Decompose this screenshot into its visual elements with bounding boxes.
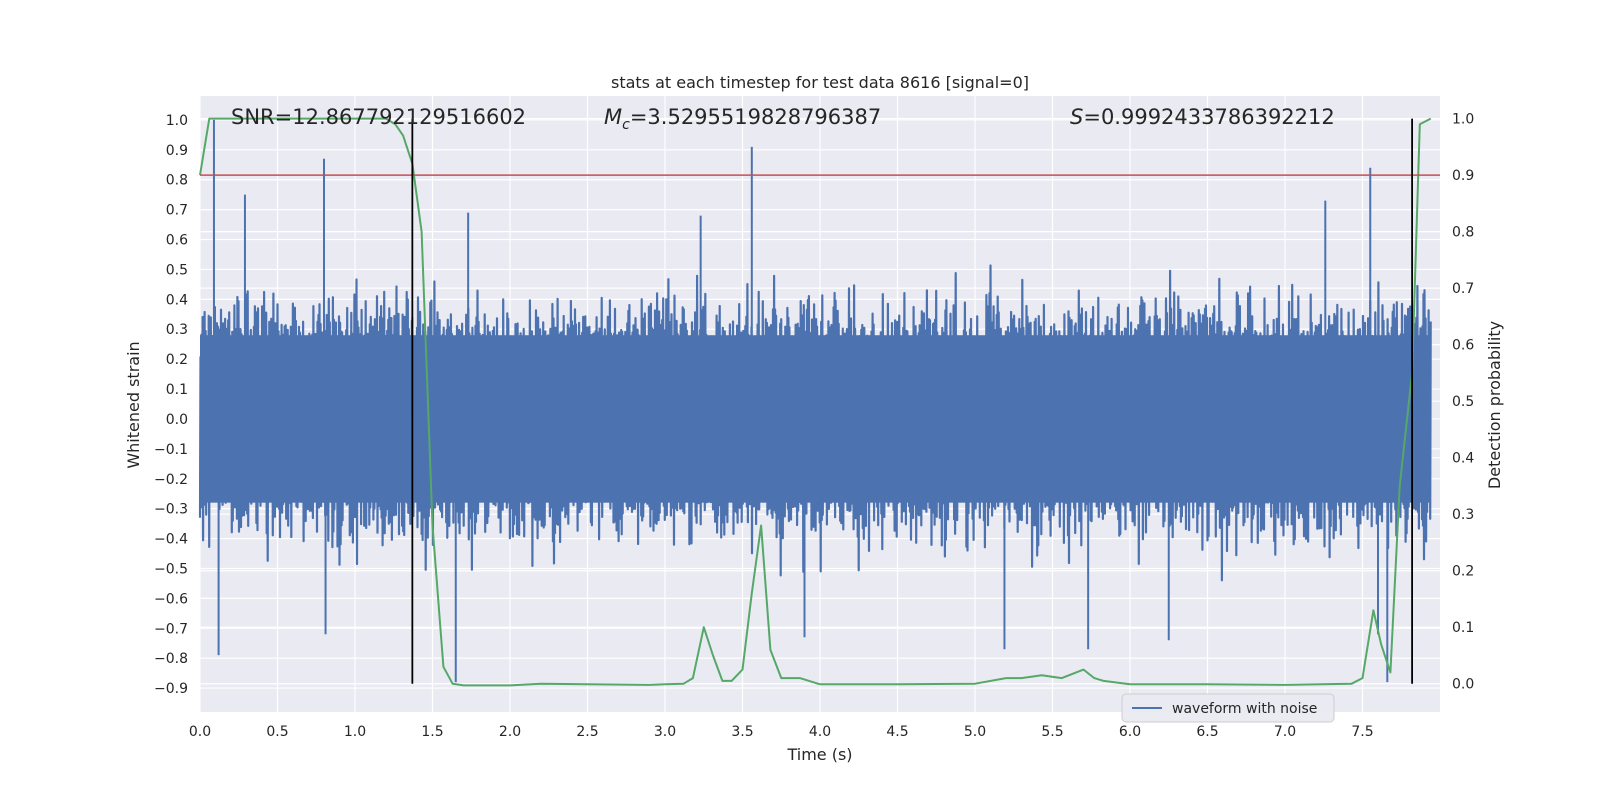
y-right-tick-label: 0.4 [1452, 451, 1474, 467]
chirp-mass-annotation: Mc=3.5295519828796387 [604, 105, 881, 133]
threshold-and-markers [200, 118, 1440, 684]
y-left-tick-label: −0.4 [154, 532, 188, 548]
y-left-tick-label: 0.3 [166, 322, 188, 338]
y-right-axis-label: Detection probability [1485, 321, 1504, 489]
y-right-tick-labels: 1.0 0.9 0.8 0.7 0.6 0.5 0.4 0.3 0.2 0.1 0.0 [1452, 112, 1474, 693]
x-tick-label: 1.0 [344, 724, 366, 740]
x-tick-label: 7.5 [1351, 724, 1373, 740]
y-left-axis-label: Whitened strain [124, 341, 143, 468]
y-left-tick-labels: 1.0 0.9 0.8 0.7 0.6 0.5 0.4 0.3 0.2 0.1 0.0 −0.1 −0.… [154, 113, 188, 697]
y-left-tick-label: 0.6 [166, 233, 188, 249]
y-right-tick-label: 0.3 [1452, 507, 1474, 523]
y-left-tick-label: −0.6 [154, 591, 188, 607]
y-right-tick-label: 0.2 [1452, 564, 1474, 580]
x-tick-label: 6.0 [1119, 724, 1141, 740]
x-tick-label: 2.5 [576, 724, 598, 740]
x-tick-label: 3.0 [654, 724, 676, 740]
x-tick-label: 4.5 [886, 724, 908, 740]
y-right-tick-label: 0.1 [1452, 620, 1474, 636]
y-left-tick-label: 0.7 [166, 203, 188, 219]
mc-value: =3.5295519828796387 [630, 105, 881, 129]
s-value: =0.9992433786392212 [1083, 105, 1334, 129]
y-left-tick-label: 0.8 [166, 173, 188, 189]
waveform-core-band [200, 335, 1431, 503]
y-right-tick-label: 0.5 [1452, 394, 1474, 410]
y-left-tick-label: −0.3 [154, 502, 188, 518]
x-tick-label: 0.0 [189, 724, 211, 740]
y-left-tick-label: −0.5 [154, 561, 188, 577]
waveform-series [198, 119, 1432, 683]
snr-annotation: SNR=12.867792129516602 [231, 105, 526, 129]
s-symbol: S [1070, 105, 1083, 129]
y-left-tick-label: 0.5 [166, 262, 188, 278]
y-left-tick-label: −0.2 [154, 472, 188, 488]
y-right-tick-label: 0.6 [1452, 338, 1474, 354]
y-left-tick-label: −0.8 [154, 651, 188, 667]
probability-line [199, 117, 1432, 687]
y-left-tick-label: −0.7 [154, 621, 188, 637]
probability-series-group [199, 117, 1432, 687]
y-left-tick-label: 0.4 [166, 292, 188, 308]
x-tick-label: 2.0 [499, 724, 521, 740]
y-left-tick-label: −0.9 [154, 681, 188, 697]
y-left-tick-label: −0.1 [154, 442, 188, 458]
y-left-tick-label: 0.0 [166, 412, 188, 428]
y-left-tick-label: 0.9 [166, 143, 188, 159]
y-right-tick-label: 0.0 [1452, 677, 1474, 693]
y-left-tick-label: 0.1 [166, 382, 188, 398]
x-tick-label: 4.0 [809, 724, 831, 740]
legend-label-waveform: waveform with noise [1172, 701, 1317, 717]
x-axis-label: Time (s) [786, 745, 852, 764]
y-right-tick-label: 0.7 [1452, 281, 1474, 297]
mc-subscript: c [622, 117, 630, 133]
x-tick-labels: 0.0 0.5 1.0 1.5 2.0 2.5 3.0 3.5 4.0 4.5 5.0 5.5 6.0 6… [189, 724, 1374, 740]
y-right-tick-label: 0.8 [1452, 225, 1474, 241]
chart-title: stats at each timestep for test data 861… [611, 73, 1029, 92]
mc-symbol: M [604, 105, 622, 129]
score-annotation: S=0.9992433786392212 [1070, 105, 1335, 129]
legend: waveform with noise [1121, 693, 1335, 723]
y-left-tick-label: 0.2 [166, 352, 188, 368]
x-tick-label: 5.5 [1041, 724, 1063, 740]
x-tick-label: 7.0 [1274, 724, 1296, 740]
x-tick-label: 5.0 [964, 724, 986, 740]
x-tick-label: 3.5 [731, 724, 753, 740]
x-tick-label: 1.5 [421, 724, 443, 740]
y-right-tick-label: 0.9 [1452, 168, 1474, 184]
x-tick-label: 0.5 [266, 724, 288, 740]
y-left-tick-label: 1.0 [166, 113, 188, 129]
legend-box [1121, 693, 1335, 723]
y-right-tick-label: 1.0 [1452, 112, 1474, 128]
x-tick-label: 6.5 [1196, 724, 1218, 740]
